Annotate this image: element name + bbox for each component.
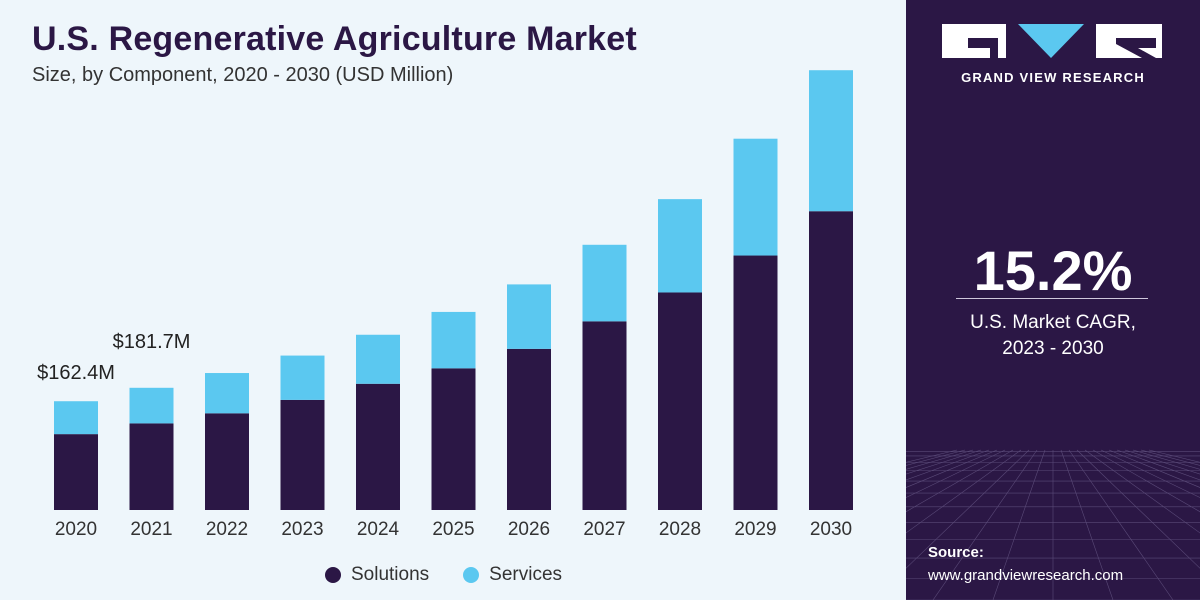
bar-solutions-2025: [431, 368, 476, 510]
bar-services-2029: [733, 138, 778, 256]
source-url[interactable]: www.grandviewresearch.com: [928, 567, 1124, 584]
legend-label-services: Services: [489, 564, 563, 585]
cagr-value: 15.2%: [973, 239, 1133, 302]
bar-services-2025: [431, 311, 476, 369]
brand-name: GRAND VIEW RESEARCH: [961, 70, 1145, 85]
bar-services-2020: [54, 401, 98, 435]
bar-services-2027: [582, 244, 627, 322]
data-label-2021: $181.7M: [113, 331, 191, 353]
legend-item-solutions: Solutions: [325, 564, 429, 586]
cagr-label-line2: 2023 - 2030: [1002, 338, 1104, 359]
bar-solutions-2021: [129, 423, 174, 510]
decorative-grid: [906, 449, 1200, 600]
bar-solutions-2024: [356, 383, 400, 510]
bar-solutions-2020: [54, 434, 98, 510]
bar-services-2030: [809, 70, 853, 212]
bar-services-2024: [356, 334, 400, 384]
bar-chart: 2020 2021 2022 2023 2024 2025 2026 2027 2028 2029…: [37, 70, 853, 540]
x-tick-label-2026: 2026: [508, 519, 550, 540]
bar-services-2026: [507, 284, 551, 349]
x-tick-label-2029: 2029: [734, 519, 776, 540]
x-tick-label-2030: 2030: [810, 519, 852, 540]
chart-subtitle: Size, by Component, 2020 - 2030 (USD Mil…: [32, 64, 454, 86]
chart-title: U.S. Regenerative Agriculture Market: [32, 20, 637, 58]
x-tick-label-2021: 2021: [130, 519, 172, 540]
source-label: Source:: [928, 544, 984, 561]
bar-services-2022: [205, 373, 249, 414]
x-tick-label-2024: 2024: [357, 519, 400, 540]
legend-label-solutions: Solutions: [351, 564, 430, 585]
grand-view-research-logo: [942, 24, 1162, 58]
bar-services-2021: [129, 387, 174, 424]
x-tick-label-2023: 2023: [281, 519, 323, 540]
legend-swatch-services: [463, 567, 480, 583]
x-tick-label-2020: 2020: [55, 519, 97, 540]
cagr-label: U.S. Market CAGR, 2023 - 2030: [906, 310, 1200, 362]
bar-solutions-2023: [280, 399, 325, 510]
cagr-label-line1: U.S. Market CAGR,: [970, 312, 1136, 333]
chart-panel: U.S. Regenerative Agriculture Market Siz…: [0, 0, 906, 600]
sidebar-panel: GRAND VIEW RESEARCH 15.2% U.S. Market CA…: [906, 0, 1200, 600]
x-tick-label-2028: 2028: [659, 519, 701, 540]
bar-services-2028: [658, 199, 702, 293]
bar-solutions-2030: [809, 211, 853, 510]
legend-item-services: Services: [463, 564, 562, 586]
cagr-divider: [956, 298, 1148, 299]
x-tick-label-2022: 2022: [206, 519, 248, 540]
bar-solutions-2026: [507, 348, 551, 510]
legend-swatch-solutions: [325, 567, 341, 583]
bar-solutions-2028: [658, 292, 702, 510]
x-tick-label-2027: 2027: [583, 519, 625, 540]
data-label-2020: $162.4M: [37, 362, 115, 384]
bar-solutions-2027: [582, 321, 627, 510]
bar-solutions-2022: [205, 413, 249, 510]
bar-solutions-2029: [733, 255, 778, 510]
x-tick-label-2025: 2025: [432, 519, 474, 540]
bar-services-2023: [280, 355, 325, 400]
chart-legend: Solutions Services: [325, 562, 562, 588]
